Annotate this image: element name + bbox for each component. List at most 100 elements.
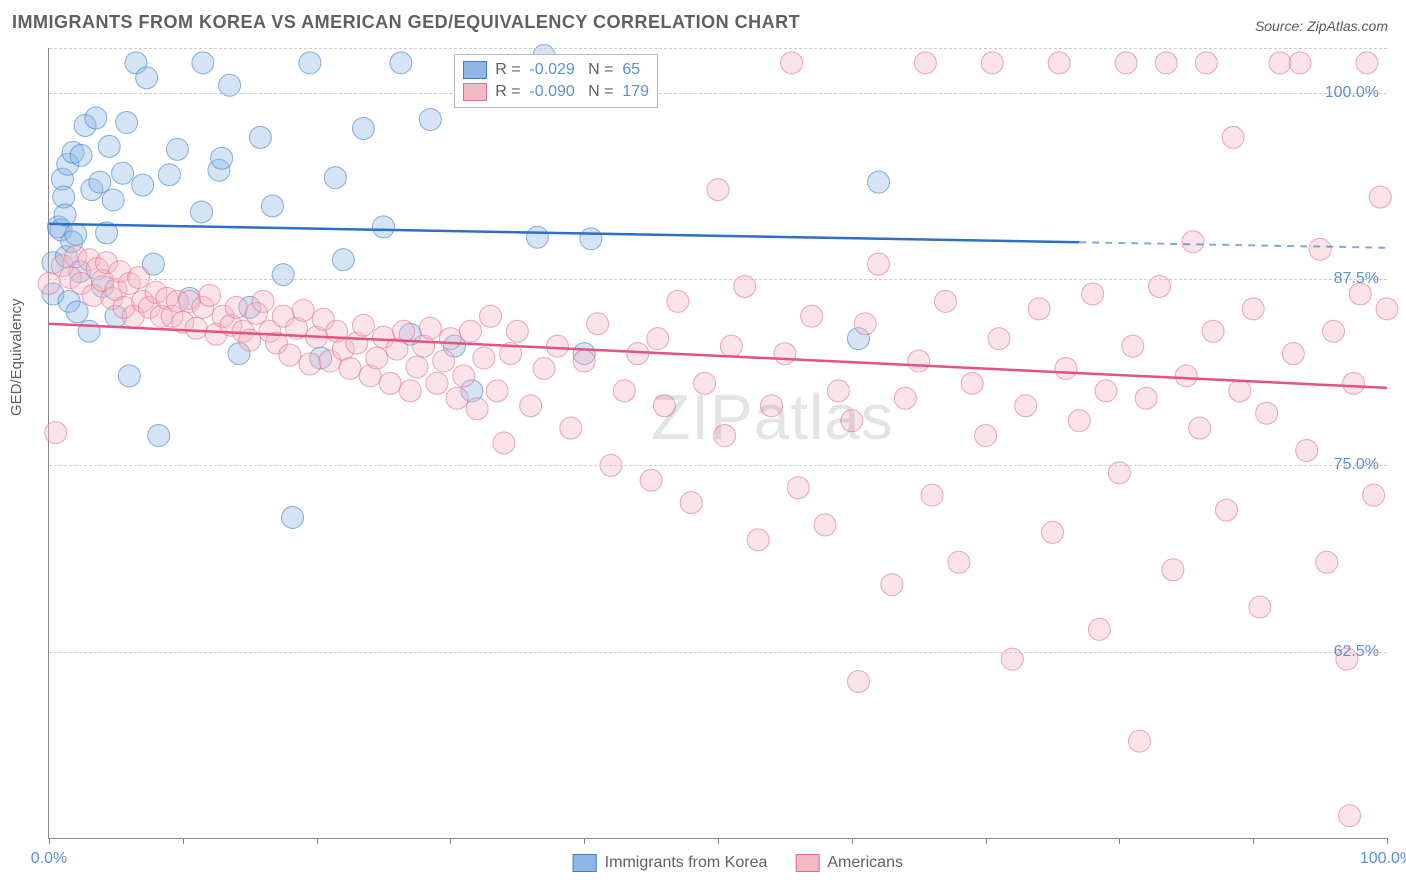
scatter-point-americans [1115, 52, 1137, 74]
scatter-point-americans [225, 296, 247, 318]
x-tick [183, 838, 184, 844]
scatter-point-korea [282, 507, 304, 529]
scatter-point-korea [352, 117, 374, 139]
legend-item-korea: Immigrants from Korea [573, 854, 768, 872]
scatter-point-americans [1055, 357, 1077, 379]
gridline [49, 93, 1387, 94]
scatter-point-korea [332, 249, 354, 271]
scatter-point-korea [66, 301, 88, 323]
scatter-point-americans [128, 267, 150, 289]
scatter-point-americans [1082, 283, 1104, 305]
legend-row-americans: R = -0.090 N = 179 [463, 81, 649, 103]
scatter-point-americans [694, 372, 716, 394]
plot-svg [49, 48, 1387, 838]
x-tick-label: 100.0% [1360, 850, 1406, 868]
scatter-point-korea [89, 171, 111, 193]
scatter-point-korea [85, 107, 107, 129]
scatter-point-americans [1316, 551, 1338, 573]
scatter-point-americans [1042, 521, 1064, 543]
scatter-point-americans [1162, 559, 1184, 581]
gridline [49, 48, 1387, 49]
x-tick [852, 838, 853, 844]
scatter-point-americans [426, 372, 448, 394]
scatter-point-americans [787, 477, 809, 499]
scatter-point-americans [1322, 320, 1344, 342]
scatter-point-americans [587, 313, 609, 335]
scatter-point-korea [249, 126, 271, 148]
legend-label-americans: Americans [827, 854, 903, 872]
scatter-point-americans [1182, 231, 1204, 253]
x-tick [317, 838, 318, 844]
scatter-point-americans [473, 347, 495, 369]
scatter-point-americans [667, 290, 689, 312]
swatch-korea [573, 854, 597, 872]
scatter-point-americans [533, 357, 555, 379]
scatter-point-americans [847, 670, 869, 692]
scatter-point-americans [707, 179, 729, 201]
scatter-point-americans [393, 320, 415, 342]
legend-stat-text: R = -0.029 N = 65 [495, 61, 640, 79]
scatter-point-americans [1339, 805, 1361, 827]
x-tick [718, 838, 719, 844]
scatter-point-americans [252, 290, 274, 312]
scatter-point-americans [279, 344, 301, 366]
scatter-point-americans [546, 335, 568, 357]
y-tick-label: 62.5% [1334, 643, 1379, 661]
scatter-point-americans [486, 380, 508, 402]
gridline [49, 279, 1387, 280]
scatter-point-korea [272, 264, 294, 286]
scatter-point-americans [827, 380, 849, 402]
scatter-point-americans [921, 484, 943, 506]
legend-stat-text: R = -0.090 N = 179 [495, 83, 649, 101]
scatter-point-americans [854, 313, 876, 335]
scatter-point-americans [653, 395, 675, 417]
scatter-point-korea [166, 138, 188, 160]
scatter-point-americans [1068, 410, 1090, 432]
scatter-point-korea [70, 144, 92, 166]
scatter-point-korea [324, 167, 346, 189]
scatter-point-korea [373, 216, 395, 238]
scatter-point-americans [961, 372, 983, 394]
scatter-point-korea [868, 171, 890, 193]
scatter-point-korea [261, 195, 283, 217]
x-tick [1387, 838, 1388, 844]
scatter-point-korea [78, 320, 100, 342]
swatch-americans [795, 854, 819, 872]
scatter-point-americans [988, 328, 1010, 350]
chart-title: IMMIGRANTS FROM KOREA VS AMERICAN GED/EQ… [12, 12, 800, 33]
scatter-point-americans [914, 52, 936, 74]
gridline [49, 652, 1387, 653]
scatter-point-americans [640, 469, 662, 491]
scatter-point-americans [1135, 387, 1157, 409]
scatter-point-americans [1343, 372, 1365, 394]
scatter-point-americans [493, 432, 515, 454]
source-attribution: Source: ZipAtlas.com [1255, 18, 1388, 34]
scatter-point-americans [453, 365, 475, 387]
scatter-point-americans [908, 350, 930, 372]
scatter-point-americans [1256, 402, 1278, 424]
scatter-point-americans [1356, 52, 1378, 74]
scatter-point-americans [399, 380, 421, 402]
scatter-point-korea [526, 226, 548, 248]
gridline [49, 465, 1387, 466]
scatter-plot: ZIPatlas R = -0.029 N = 65R = -0.090 N =… [48, 48, 1387, 839]
x-tick [450, 838, 451, 844]
scatter-point-korea [390, 52, 412, 74]
regression-line-dashed-korea [1079, 242, 1387, 247]
scatter-point-americans [613, 380, 635, 402]
swatch-icon [463, 83, 487, 101]
scatter-point-americans [801, 305, 823, 327]
scatter-point-americans [1376, 298, 1398, 320]
scatter-point-americans [1222, 126, 1244, 148]
legend-row-korea: R = -0.029 N = 65 [463, 59, 649, 81]
legend-item-americans: Americans [795, 854, 903, 872]
y-tick-label: 87.5% [1334, 270, 1379, 288]
scatter-point-americans [352, 314, 374, 336]
scatter-point-americans [466, 398, 488, 420]
scatter-point-americans [814, 514, 836, 536]
scatter-point-americans [934, 290, 956, 312]
scatter-point-americans [339, 357, 361, 379]
legend-label-korea: Immigrants from Korea [605, 854, 768, 872]
x-tick [49, 838, 50, 844]
x-tick [584, 838, 585, 844]
